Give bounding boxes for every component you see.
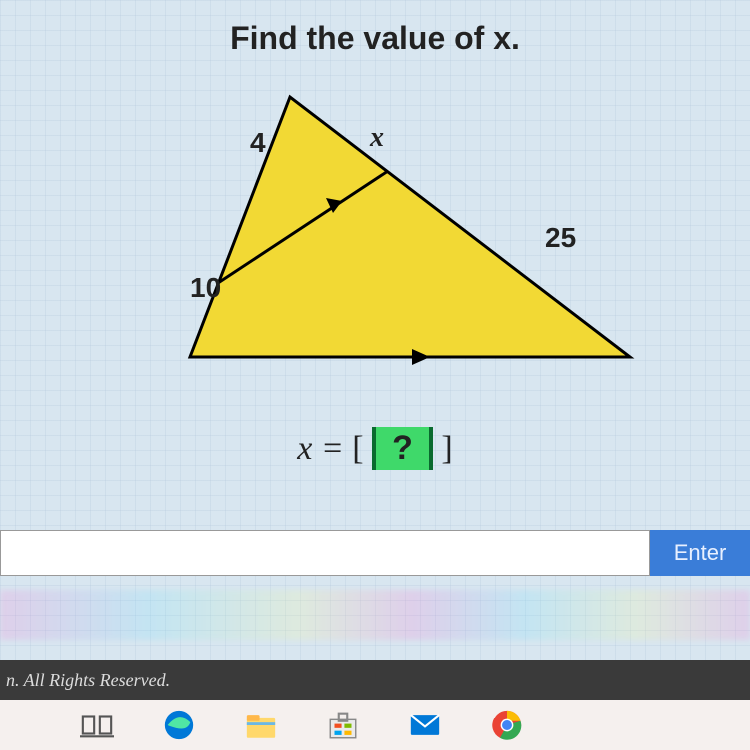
- label-x: x: [370, 122, 384, 154]
- edge-icon[interactable]: [162, 708, 196, 742]
- answer-expression: x = [ ? ]: [0, 427, 750, 470]
- label-25: 25: [545, 222, 576, 254]
- mail-icon[interactable]: [408, 708, 442, 742]
- screen-glare: [0, 590, 750, 640]
- answer-box[interactable]: ?: [372, 427, 433, 470]
- explorer-icon[interactable]: [244, 708, 278, 742]
- task-view-icon[interactable]: [80, 708, 114, 742]
- triangle-svg: [120, 77, 660, 387]
- answer-input-row: Enter: [0, 530, 750, 576]
- windows-taskbar: [0, 700, 750, 750]
- label-4: 4: [250, 127, 266, 159]
- answer-prefix: x =: [297, 430, 352, 467]
- label-10: 10: [190, 272, 221, 304]
- page-title: Find the value of x.: [0, 0, 750, 57]
- answer-input[interactable]: [0, 530, 650, 576]
- store-icon[interactable]: [326, 708, 360, 742]
- copyright-footer: n. All Rights Reserved.: [0, 660, 750, 700]
- enter-button[interactable]: Enter: [650, 530, 750, 576]
- triangle-diagram: 4 x 10 25: [0, 77, 750, 417]
- chrome-icon[interactable]: [490, 708, 524, 742]
